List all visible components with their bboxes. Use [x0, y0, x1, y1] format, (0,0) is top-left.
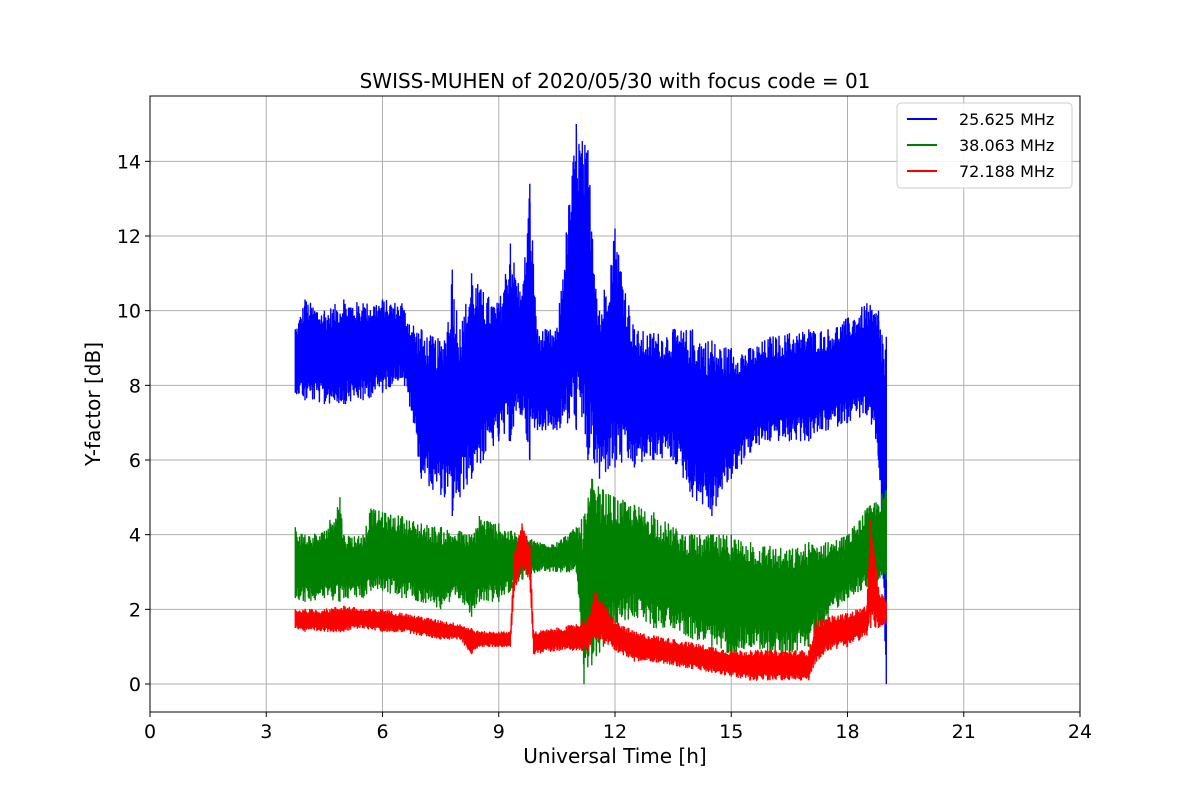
x-tick-label: 18 — [835, 721, 859, 743]
legend-label: 38.063 MHz — [959, 136, 1054, 155]
y-tick-label: 0 — [129, 674, 141, 696]
x-tick-label: 21 — [952, 721, 976, 743]
y-tick-label: 14 — [117, 151, 141, 173]
series-line-1 — [294, 124, 887, 684]
y-tick-label: 12 — [117, 226, 141, 248]
x-tick-label: 3 — [260, 721, 272, 743]
y-tick-label: 8 — [129, 375, 141, 397]
legend-label: 25.625 MHz — [959, 110, 1054, 129]
x-tick-label: 6 — [376, 721, 388, 743]
x-tick-label: 24 — [1068, 721, 1092, 743]
legend: 25.625 MHz 38.063 MHz 72.188 MHz — [896, 102, 1073, 189]
y-tick-label: 2 — [129, 599, 141, 621]
series-line-3 — [294, 519, 887, 681]
x-axis-label: Universal Time [h] — [523, 744, 706, 768]
series-layer — [294, 124, 887, 684]
y-axis-label: Y-factor [dB] — [81, 342, 105, 467]
legend-box — [896, 102, 1073, 189]
legend-label: 72.188 MHz — [959, 162, 1054, 181]
x-tick-label: 9 — [493, 721, 505, 743]
y-tick-label: 6 — [129, 450, 141, 472]
y-tick-label: 4 — [129, 525, 141, 547]
chart-title: SWISS-MUHEN of 2020/05/30 with focus cod… — [360, 69, 871, 93]
y-tick-label: 10 — [117, 301, 141, 323]
x-tick-label: 0 — [144, 721, 156, 743]
x-tick-label: 12 — [603, 721, 627, 743]
x-tick-label: 15 — [719, 721, 743, 743]
